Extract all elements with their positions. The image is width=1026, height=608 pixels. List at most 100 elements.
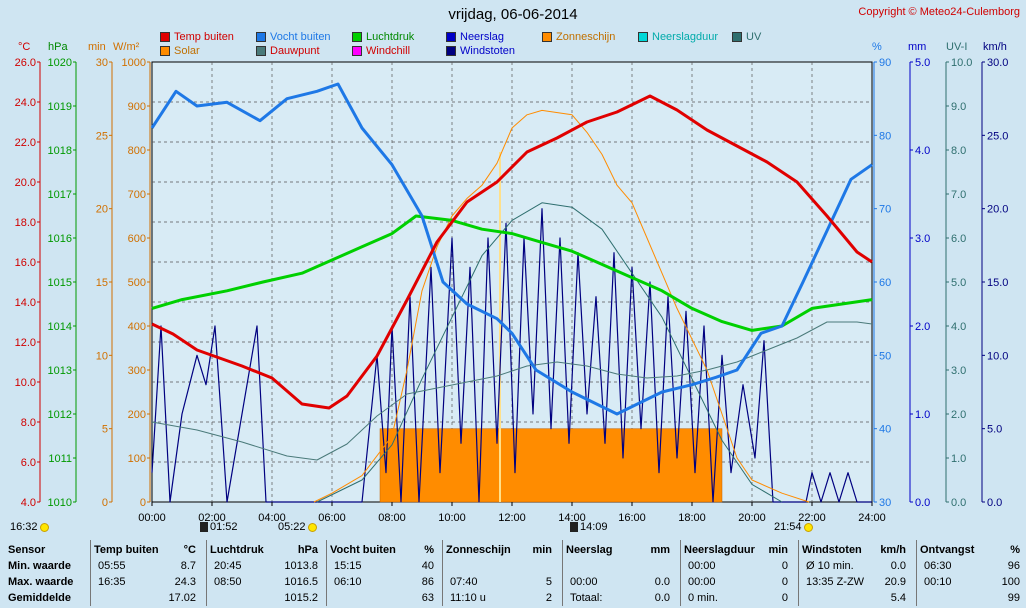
stats-cell-time: 16:35 bbox=[98, 576, 126, 588]
series-vocht-buiten bbox=[150, 82, 873, 416]
axis-tick-label: 90 bbox=[879, 57, 891, 69]
legend-item: Vocht buiten bbox=[256, 31, 331, 43]
axis-tick-label: 1.0 bbox=[951, 453, 966, 465]
moon-icon bbox=[570, 522, 578, 533]
axis-tick-label: 1019 bbox=[48, 101, 72, 113]
axis-tick-label: 4.0 bbox=[915, 145, 930, 157]
series-solar bbox=[313, 109, 810, 503]
legend-item: Zonneschijn bbox=[542, 31, 615, 43]
axis-tick-label: 1011 bbox=[48, 453, 72, 465]
axis-tick-label: 20.0 bbox=[987, 204, 1008, 216]
stats-header: Ontvangst bbox=[920, 544, 975, 556]
axis-tick-label: 1010 bbox=[48, 497, 72, 509]
axis-tick-label: 100 bbox=[128, 453, 146, 465]
stats-separator bbox=[442, 540, 443, 606]
stats-cell-time: 05:55 bbox=[98, 560, 126, 572]
sun-icon bbox=[803, 522, 813, 532]
stats-cell-value: 0.0 bbox=[654, 592, 670, 604]
stats-row-label: Min. waarde bbox=[8, 560, 71, 572]
stats-cell-value: 20.9 bbox=[884, 576, 906, 588]
legend-swatch bbox=[160, 46, 170, 56]
x-tick-label: 22:00 bbox=[798, 512, 826, 524]
axis-tick-label: 6.0 bbox=[951, 233, 966, 245]
legend-item: UV bbox=[732, 31, 761, 43]
series-windstoten bbox=[151, 208, 872, 503]
axis-tick-label: 600 bbox=[128, 233, 146, 245]
axis-tick-label: 800 bbox=[128, 145, 146, 157]
axis-tick-label: 1017 bbox=[48, 189, 72, 201]
axis-tick-label: 40 bbox=[879, 424, 891, 436]
axis-tick-label: 1018 bbox=[48, 145, 72, 157]
axis-tick-label: 30 bbox=[879, 497, 891, 509]
legend-swatch bbox=[732, 32, 742, 42]
unit-mm: mm bbox=[908, 41, 927, 53]
unit-kmh: km/h bbox=[983, 41, 1007, 53]
axis-tick-label: 8.0 bbox=[951, 145, 966, 157]
axis-tick-label: 50 bbox=[879, 350, 891, 362]
stats-header-unit: hPa bbox=[297, 544, 318, 556]
legend-item: Neerslagduur bbox=[638, 31, 718, 43]
legend-label: Dauwpunt bbox=[270, 45, 320, 57]
legend-label: Solar bbox=[174, 45, 200, 57]
legend-label: Zonneschijn bbox=[556, 31, 616, 43]
unit-pct: % bbox=[872, 41, 882, 53]
stats-separator bbox=[798, 540, 799, 606]
axis-tick-label: 2.0 bbox=[951, 409, 966, 421]
axis-tick-label: 0 bbox=[140, 497, 146, 509]
stats-row-label: Gemiddelde bbox=[8, 592, 71, 604]
legend-swatch bbox=[256, 32, 266, 42]
event-moon: 14:09 bbox=[570, 521, 608, 533]
stats-separator bbox=[90, 540, 91, 606]
stats-cell-value: 0.0 bbox=[654, 576, 670, 588]
axis-tick-label: 3.0 bbox=[951, 365, 966, 377]
axis-tick-label: 7.0 bbox=[951, 189, 966, 201]
legend-label: Windchill bbox=[366, 45, 411, 57]
stats-cell-value: 0 bbox=[781, 592, 788, 604]
event-time: 16:32 bbox=[10, 521, 38, 533]
stats-header: Neerslag bbox=[566, 544, 613, 556]
axis-tick-label: 22.0 bbox=[15, 137, 36, 149]
stats-header: Windstoten bbox=[802, 544, 862, 556]
event-time: 21:54 bbox=[774, 521, 802, 533]
stats-cell-value: 99 bbox=[1007, 592, 1020, 604]
stats-cell-value: 2 bbox=[545, 592, 552, 604]
stats-cell-value: 1016.5 bbox=[284, 576, 318, 588]
axis-tick-label: 20.0 bbox=[15, 177, 36, 189]
unit-min: min bbox=[88, 41, 106, 53]
weather-chart: 00:00 02:00 04:00 06:00 08:00 10:00 12:00 14:00… bbox=[15, 57, 1009, 524]
stats-cell-time: Totaal: bbox=[570, 592, 603, 604]
axis-tick-label: 0.0 bbox=[987, 497, 1002, 509]
x-tick-label: 00:00 bbox=[138, 512, 166, 524]
stats-cell-value: 1013.8 bbox=[284, 560, 318, 572]
event-sun: 21:54 bbox=[774, 521, 813, 533]
event-time: 14:09 bbox=[580, 521, 608, 533]
stats-header-unit: km/h bbox=[880, 544, 906, 556]
series-luchtdruk bbox=[151, 214, 873, 332]
unit-temp: °C bbox=[18, 41, 31, 53]
legend-label: Temp buiten bbox=[174, 31, 234, 43]
axis-tick-label: 10.0 bbox=[987, 350, 1008, 362]
stats-header: Neerslagduur bbox=[684, 544, 755, 556]
stats-cell-time: Ø 10 min. bbox=[806, 560, 854, 572]
stats-header-unit: % bbox=[424, 544, 434, 556]
stats-header: Vocht buiten bbox=[330, 544, 396, 556]
x-tick-label: 02:00 bbox=[198, 512, 226, 524]
legend-label: Neerslagduur bbox=[652, 31, 719, 43]
series-temp-buiten bbox=[151, 94, 873, 410]
legend-item: Temp buiten bbox=[160, 31, 234, 43]
axis-tick-label: 700 bbox=[128, 189, 146, 201]
stats-cell-value: 40 bbox=[421, 560, 434, 572]
axis-tick-label: 1013 bbox=[48, 365, 72, 377]
axis-tick-label: 4.0 bbox=[951, 321, 966, 333]
axis-tick-label: 10.0 bbox=[15, 377, 36, 389]
stats-cell-time: 11:10 u bbox=[450, 592, 486, 604]
x-tick-label: 08:00 bbox=[378, 512, 406, 524]
axis-tick-label: 8.0 bbox=[21, 417, 36, 429]
axis-tick-label: 6.0 bbox=[21, 457, 36, 469]
axis-tick-label: 400 bbox=[128, 321, 146, 333]
stats-header: Zonneschijn bbox=[446, 544, 511, 556]
axis-tick-label: 900 bbox=[128, 101, 146, 113]
stats-cell-value: 5.4 bbox=[890, 592, 906, 604]
axis-tick-label: 200 bbox=[128, 409, 146, 421]
axis-tick-label: 1020 bbox=[48, 57, 72, 69]
